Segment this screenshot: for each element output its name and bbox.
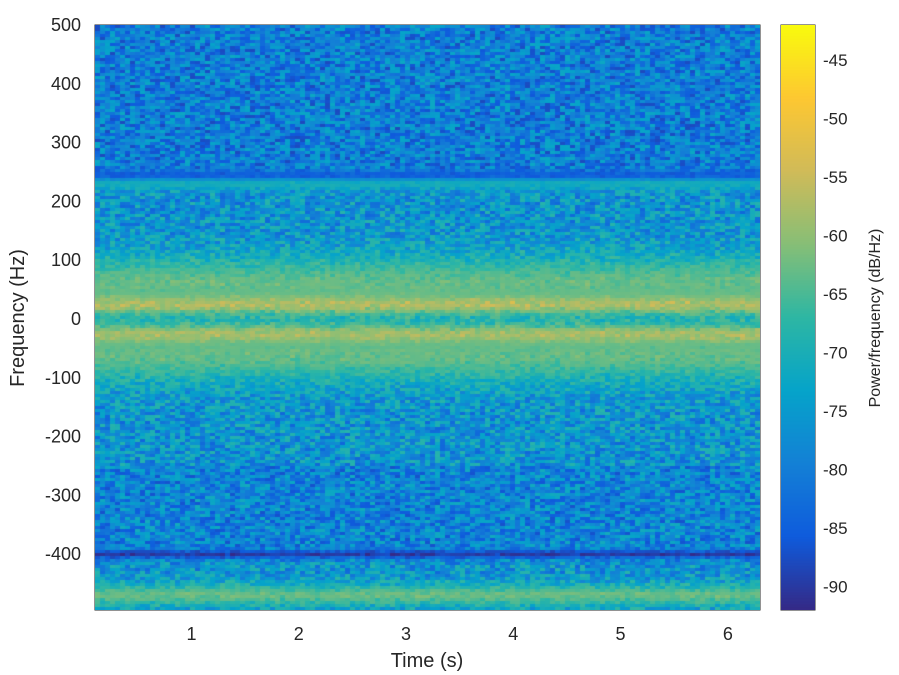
y-tick-label: 200 [51, 191, 81, 211]
x-tick-label: 4 [508, 624, 518, 644]
y-tick-label: 500 [51, 15, 81, 35]
spectrogram-image [95, 25, 760, 610]
y-tick-label: -300 [45, 485, 81, 505]
y-tick-label: -400 [45, 544, 81, 564]
colorbar-tick-label: -90 [823, 578, 848, 597]
y-tick-label: -100 [45, 368, 81, 388]
x-tick-label: 6 [723, 624, 733, 644]
y-tick-label: 300 [51, 133, 81, 153]
colorbar-tick-label: -80 [823, 461, 848, 480]
colorbar-tick-label: -85 [823, 519, 848, 538]
x-tick-label: 1 [187, 624, 197, 644]
colorbar-tick-label: -65 [823, 285, 848, 304]
x-tick-label: 2 [294, 624, 304, 644]
x-axis-label: Time (s) [391, 650, 464, 672]
axes-layer: 1 2 3 4 5 6 500 400 300 200 100 0 -100 -200 -300 -400 -4… [45, 15, 848, 644]
x-tick-label: 3 [401, 624, 411, 644]
x-tick-label: 5 [616, 624, 626, 644]
colorbar-tick-label: -45 [823, 51, 848, 70]
colorbar-tick-label: -75 [823, 402, 848, 421]
y-tick-label: 100 [51, 250, 81, 270]
colorbar-tick-label: -60 [823, 227, 848, 246]
y-tick-label: -200 [45, 427, 81, 447]
colorbar-tick-label: -55 [823, 168, 848, 187]
colorbar-label: Power/frequency (dB/Hz) [867, 229, 884, 408]
y-tick-label: 0 [71, 309, 81, 329]
colorbar-tick-label: -50 [823, 110, 848, 129]
y-tick-label: 400 [51, 74, 81, 94]
colorbar [781, 25, 815, 610]
colorbar-tick-label: -70 [823, 344, 848, 363]
y-axis-label: Frequency (Hz) [7, 249, 29, 387]
